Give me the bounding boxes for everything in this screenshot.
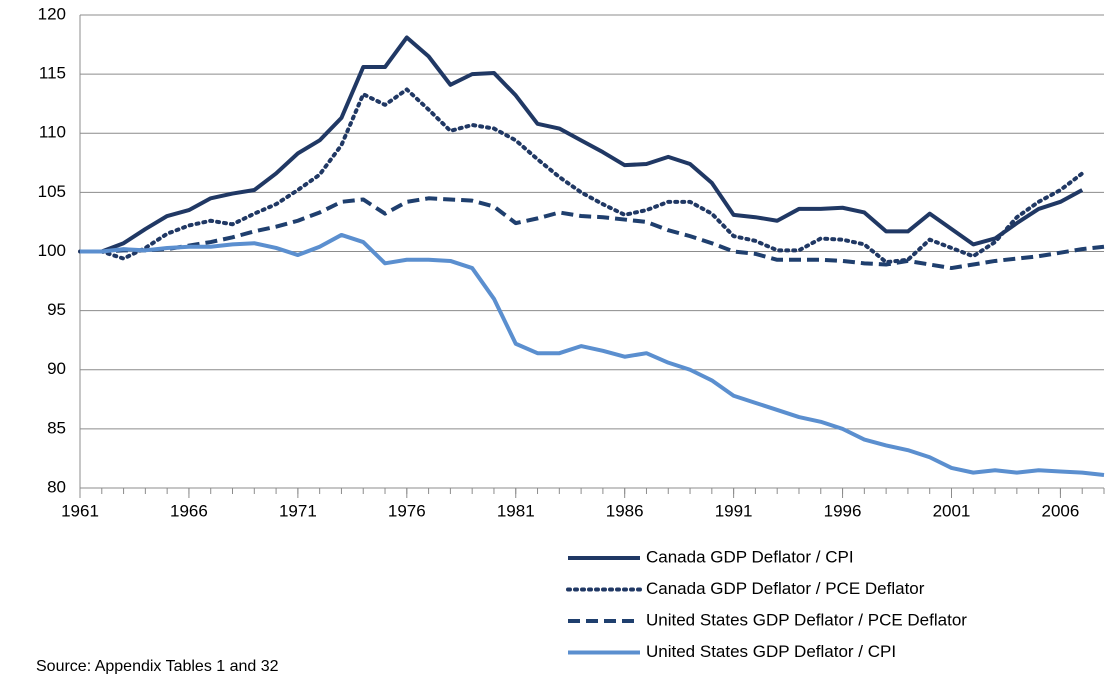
- series-line: [80, 196, 1105, 271]
- series-line: [80, 35, 1084, 254]
- x-tick-label: 1966: [170, 501, 208, 520]
- y-tick-label: 120: [38, 4, 66, 23]
- x-tick-label: 1991: [715, 501, 753, 520]
- series-line: [78, 87, 1085, 265]
- y-tick-label: 90: [47, 359, 66, 378]
- series-line: [80, 232, 1105, 477]
- legend-label: Canada GDP Deflator / PCE Deflator: [646, 579, 925, 598]
- legend-label: Canada GDP Deflator / CPI: [646, 547, 854, 566]
- y-tick-label: 110: [39, 123, 66, 142]
- y-tick-label: 80: [47, 477, 66, 496]
- y-tick-label: 95: [47, 300, 66, 319]
- y-tick-label: 100: [38, 241, 66, 260]
- x-tick-label: 1961: [61, 501, 99, 520]
- legend-label: United States GDP Deflator / CPI: [646, 642, 896, 661]
- x-tick-label: 1986: [606, 501, 644, 520]
- y-tick-label: 115: [39, 64, 66, 83]
- y-tick-label: 85: [47, 418, 66, 437]
- x-tick-label: 2006: [1042, 501, 1080, 520]
- x-tick-label: 1981: [497, 501, 535, 520]
- x-tick-label: 2001: [933, 501, 971, 520]
- legend-label: United States GDP Deflator / PCE Deflato…: [646, 610, 967, 629]
- y-tick-label: 105: [38, 182, 66, 201]
- x-tick-label: 1996: [824, 501, 862, 520]
- source-note: Source: Appendix Tables 1 and 32: [36, 658, 279, 674]
- x-tick-label: 1976: [388, 501, 426, 520]
- x-tick-label: 1971: [279, 501, 317, 520]
